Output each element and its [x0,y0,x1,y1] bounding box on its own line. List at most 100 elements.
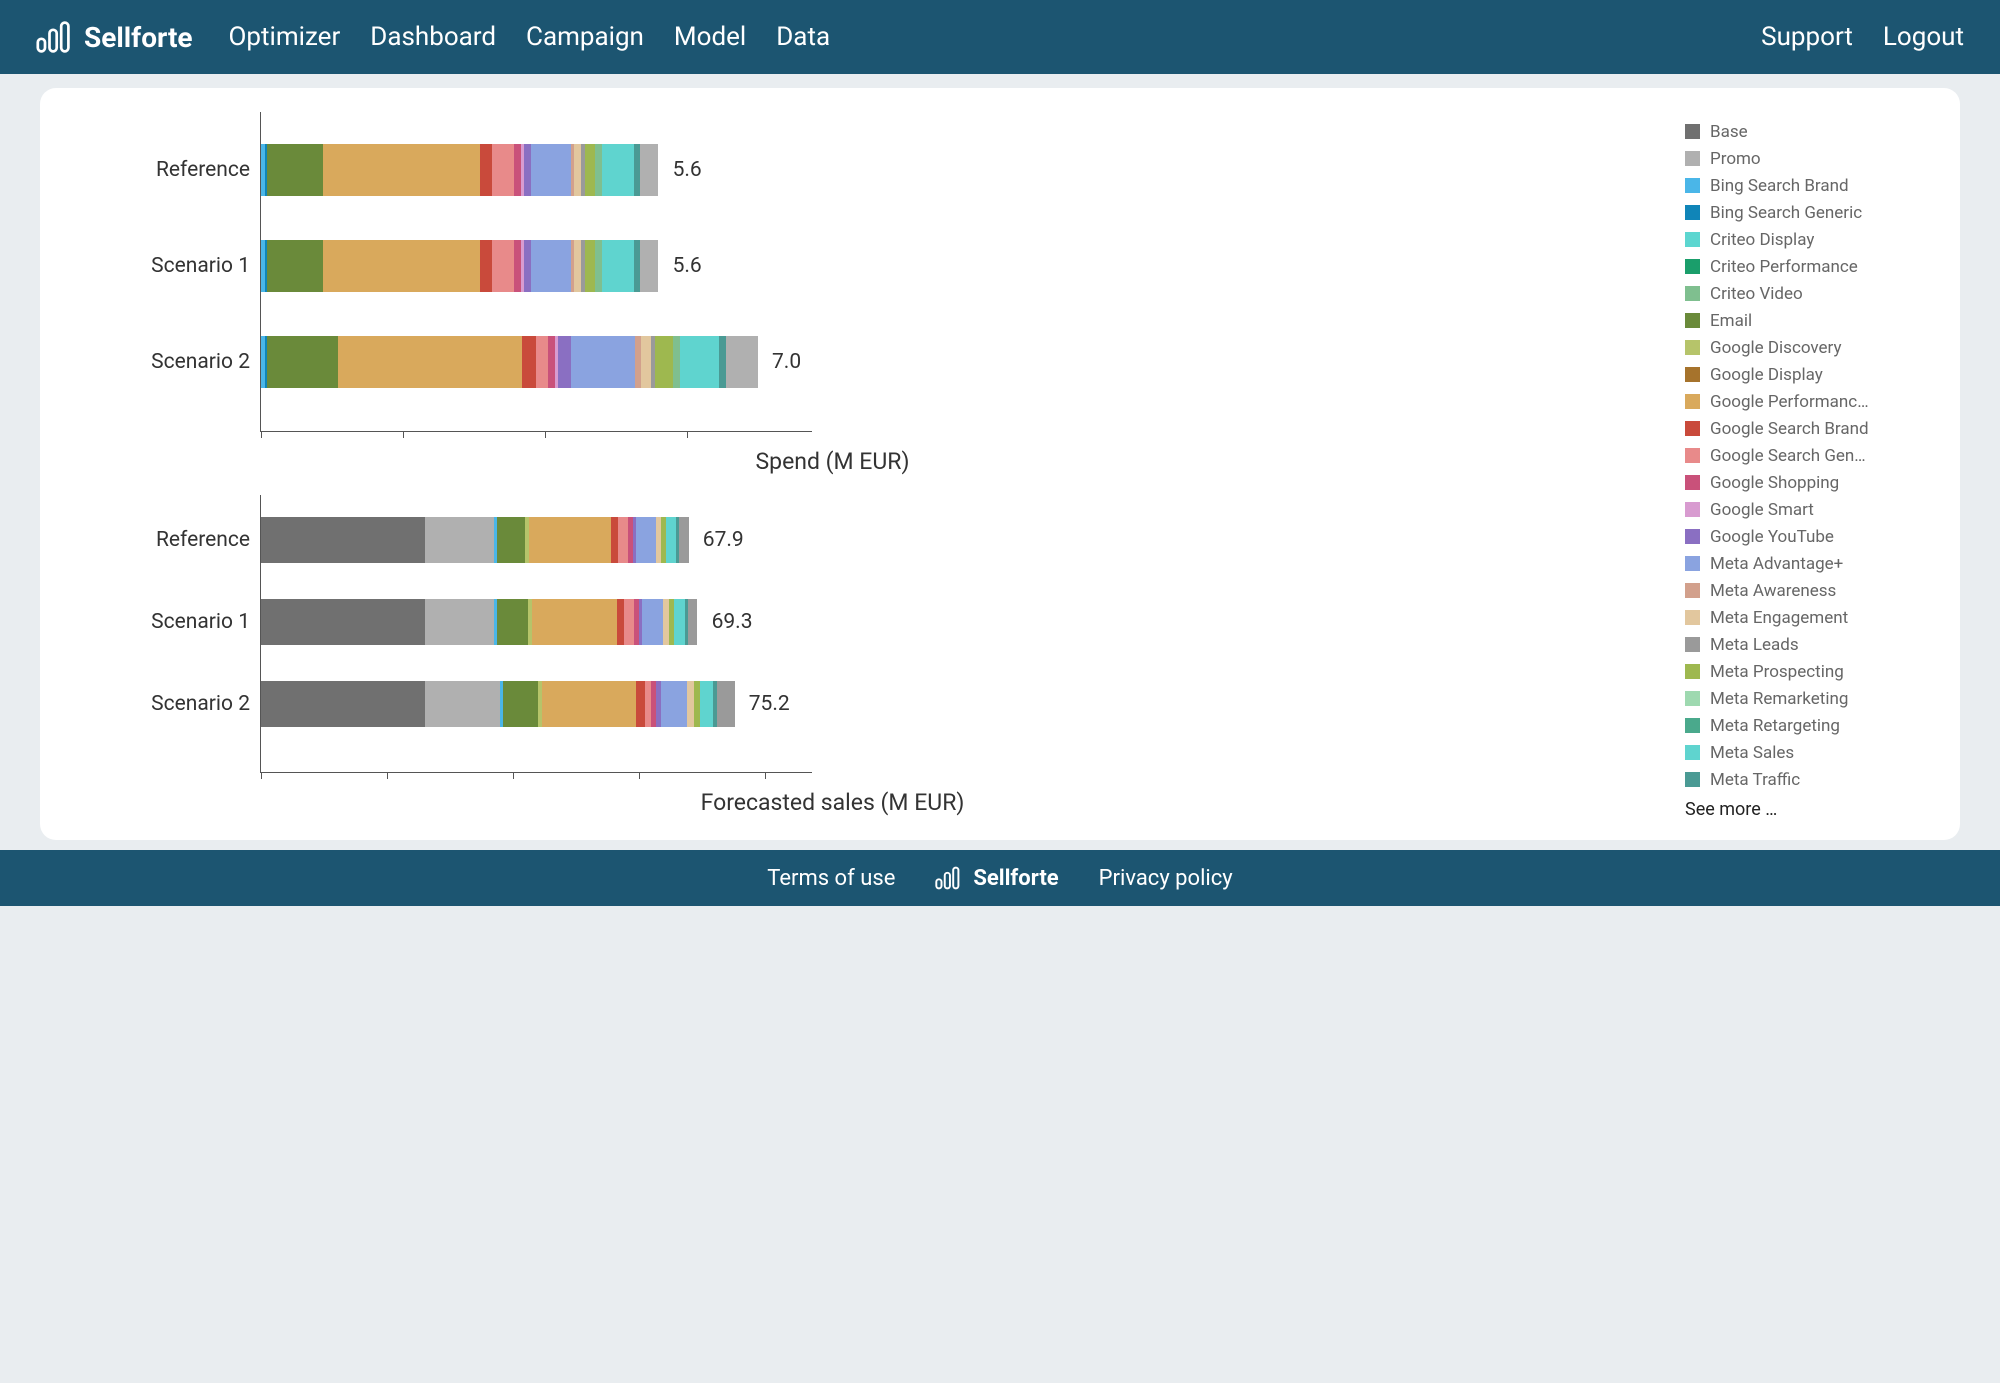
bar-segment[interactable] [524,240,531,292]
bar-segment[interactable] [666,517,676,563]
legend-item[interactable]: Meta Engagement [1685,604,1930,631]
nav-support[interactable]: Support [1761,22,1853,52]
legend-item[interactable]: Bing Search Brand [1685,172,1930,199]
bar-segment[interactable] [323,144,479,196]
bar-segment[interactable] [261,517,425,563]
bar-segment[interactable] [480,144,493,196]
legend-item[interactable]: Meta Prospecting [1685,658,1930,685]
bar-segment[interactable] [642,599,663,645]
footer-terms[interactable]: Terms of use [767,866,895,891]
bar-segment[interactable] [640,144,658,196]
legend-item[interactable]: Meta Awareness [1685,577,1930,604]
bar-segment[interactable] [673,336,680,388]
bar-segment[interactable] [531,240,570,292]
legend-item[interactable]: Google Display [1685,361,1930,388]
footer-logo[interactable]: Sellforte [935,865,1058,891]
bar-segment[interactable] [674,599,685,645]
bar-segment[interactable] [618,517,627,563]
legend-item[interactable]: Base [1685,118,1930,145]
bar-segment[interactable] [680,336,719,388]
bar-segment[interactable] [514,240,521,292]
legend-item[interactable]: Meta Traffic [1685,766,1930,793]
legend-item[interactable]: Google Discovery [1685,334,1930,361]
nav-model[interactable]: Model [674,22,746,52]
bar-segment[interactable] [261,681,425,727]
bar-segment[interactable] [655,336,673,388]
legend-item[interactable]: Criteo Video [1685,280,1930,307]
bar-segment[interactable] [542,681,637,727]
bar-segment[interactable] [522,336,536,388]
bar-segment[interactable] [532,599,617,645]
nav-dashboard[interactable]: Dashboard [370,22,496,52]
bar-segment[interactable] [497,599,529,645]
bar-segment[interactable] [641,336,652,388]
bar-segment[interactable] [514,144,521,196]
bar-segment[interactable] [425,517,494,563]
bar-segment[interactable] [524,144,531,196]
bar-segment[interactable] [726,336,758,388]
bar-segment[interactable] [571,336,635,388]
footer-privacy[interactable]: Privacy policy [1099,866,1233,891]
bar-segment[interactable] [529,517,611,563]
bar-segment[interactable] [602,240,634,292]
bar-segment[interactable] [700,681,713,727]
bar-segment[interactable] [503,681,538,727]
bar-segment[interactable] [717,681,735,727]
bar-segment[interactable] [548,336,555,388]
bar-segment[interactable] [611,517,619,563]
nav-optimizer[interactable]: Optimizer [229,22,341,52]
bar-segment[interactable] [595,144,602,196]
bar-segment[interactable] [323,240,479,292]
bar-segment[interactable] [425,599,494,645]
bar-segment[interactable] [492,240,513,292]
bar-segment[interactable] [661,681,687,727]
bar-segment[interactable] [558,336,571,388]
legend-see-more[interactable]: See more … [1685,799,1930,820]
bar-segment[interactable] [688,599,697,645]
bar-segment[interactable] [261,599,425,645]
legend-item[interactable]: Meta Remarketing [1685,685,1930,712]
legend-item[interactable]: Meta Advantage+ [1685,550,1930,577]
legend-item[interactable]: Google Search Brand [1685,415,1930,442]
legend-item[interactable]: Bing Search Generic [1685,199,1930,226]
bar-segment[interactable] [636,517,656,563]
legend-item[interactable]: Google Performanc… [1685,388,1930,415]
legend-item[interactable]: Google YouTube [1685,523,1930,550]
legend-item[interactable]: Criteo Display [1685,226,1930,253]
bar-segment[interactable] [497,517,525,563]
bar-segment[interactable] [679,517,688,563]
legend-item[interactable]: Google Search Gen… [1685,442,1930,469]
nav-logout[interactable]: Logout [1883,22,1964,52]
bar-segment[interactable] [719,336,726,388]
bar-segment[interactable] [624,599,633,645]
bar-segment[interactable] [585,144,596,196]
bar-segment[interactable] [574,144,581,196]
bar-segment[interactable] [267,240,324,292]
bar-segment[interactable] [574,240,581,292]
nav-data[interactable]: Data [776,22,830,52]
bar-segment[interactable] [536,336,547,388]
bar-segment[interactable] [640,240,658,292]
bar-segment[interactable] [492,144,513,196]
bar-segment[interactable] [480,240,493,292]
legend-item[interactable]: Google Smart [1685,496,1930,523]
legend-item[interactable]: Meta Sales [1685,739,1930,766]
bar-segment[interactable] [425,681,501,727]
bar-segment[interactable] [531,144,570,196]
bar-segment[interactable] [338,336,523,388]
bar-segment[interactable] [602,144,634,196]
bar-segment[interactable] [636,681,644,727]
brand-logo[interactable]: Sellforte [36,19,193,55]
legend-item[interactable]: Promo [1685,145,1930,172]
bar-segment[interactable] [267,144,324,196]
legend-item[interactable]: Email [1685,307,1930,334]
bar-segment[interactable] [617,599,625,645]
legend-item[interactable]: Meta Retargeting [1685,712,1930,739]
bar-segment[interactable] [585,240,596,292]
legend-item[interactable]: Meta Leads [1685,631,1930,658]
bar-segment[interactable] [267,336,338,388]
bar-segment[interactable] [595,240,602,292]
nav-campaign[interactable]: Campaign [526,22,644,52]
legend-item[interactable]: Criteo Performance [1685,253,1930,280]
legend-item[interactable]: Google Shopping [1685,469,1930,496]
